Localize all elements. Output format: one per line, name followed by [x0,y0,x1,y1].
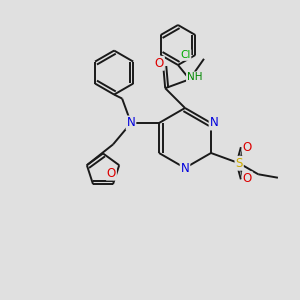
Text: N: N [181,163,189,176]
Text: O: O [107,167,116,180]
Text: O: O [155,57,164,70]
Text: S: S [236,157,243,170]
Text: N: N [210,116,218,130]
Text: N: N [127,116,135,130]
Text: Cl: Cl [180,50,190,60]
Text: O: O [243,172,252,185]
Text: O: O [243,141,252,154]
Text: NH: NH [187,72,203,82]
